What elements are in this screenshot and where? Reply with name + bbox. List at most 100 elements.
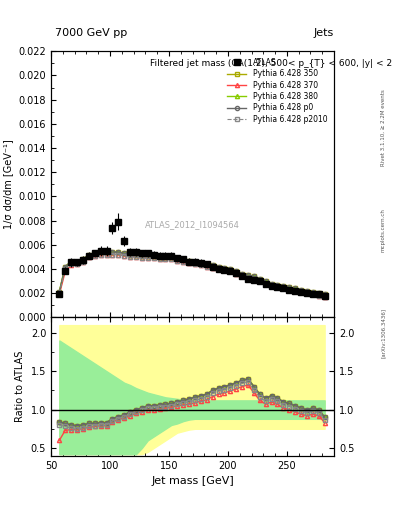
Pythia 6.428 p0 [116,249,121,255]
Pythia 6.428 p0 [128,251,132,258]
Pythia 6.428 380 [140,252,144,259]
Pythia 6.428 350 [116,249,121,255]
Pythia 6.428 p0 [281,283,286,289]
Pythia 6.428 350 [63,264,68,270]
Pythia 6.428 350 [240,271,244,277]
Pythia 6.428 380 [57,289,62,295]
Pythia 6.428 p2010 [210,265,215,271]
Pythia 6.428 370 [316,292,321,298]
Text: ATLAS_2012_I1094564: ATLAS_2012_I1094564 [145,220,240,229]
Pythia 6.428 p2010 [110,251,115,258]
Pythia 6.428 350 [140,252,144,259]
Pythia 6.428 p2010 [69,261,73,267]
Pythia 6.428 p0 [169,254,174,260]
Pythia 6.428 p0 [228,266,233,272]
Pythia 6.428 380 [310,289,315,295]
Pythia 6.428 p2010 [98,251,103,258]
Pythia 6.428 370 [293,288,298,294]
Pythia 6.428 350 [181,257,185,263]
Text: Rivet 3.1.10, ≥ 2.2M events: Rivet 3.1.10, ≥ 2.2M events [381,90,386,166]
Pythia 6.428 p0 [104,249,109,255]
Pythia 6.428 350 [204,261,209,267]
Pythia 6.428 370 [110,251,115,258]
Pythia 6.428 p0 [69,259,73,265]
Pythia 6.428 p0 [63,264,68,270]
Pythia 6.428 370 [92,252,97,259]
Pythia 6.428 p2010 [240,273,244,280]
Pythia 6.428 380 [257,275,262,282]
Pythia 6.428 380 [210,262,215,268]
Pythia 6.428 370 [151,255,156,261]
Pythia 6.428 p0 [140,252,144,259]
Pythia 6.428 p0 [122,250,127,257]
Pythia 6.428 370 [187,260,191,266]
Pythia 6.428 p0 [269,281,274,287]
Pythia 6.428 p2010 [75,261,79,267]
Pythia 6.428 p2010 [228,268,233,274]
Pythia 6.428 370 [169,257,174,263]
Pythia 6.428 p0 [210,262,215,268]
Pythia 6.428 370 [128,254,132,260]
Pythia 6.428 370 [299,289,303,295]
Pythia 6.428 380 [104,249,109,255]
Pythia 6.428 p0 [299,287,303,293]
Y-axis label: Ratio to ATLAS: Ratio to ATLAS [15,351,25,422]
Pythia 6.428 350 [252,273,256,280]
Y-axis label: 1/σ dσ/dm [GeV⁻¹]: 1/σ dσ/dm [GeV⁻¹] [3,139,13,229]
Pythia 6.428 370 [157,257,162,263]
Pythia 6.428 380 [234,268,239,274]
Pythia 6.428 380 [228,266,233,272]
Text: 7000 GeV pp: 7000 GeV pp [55,28,127,38]
Pythia 6.428 380 [122,250,127,257]
Pythia 6.428 370 [86,254,91,260]
Pythia 6.428 350 [310,289,315,295]
Pythia 6.428 p0 [157,254,162,260]
Pythia 6.428 p0 [151,252,156,259]
Pythia 6.428 350 [228,266,233,272]
Pythia 6.428 370 [145,255,150,261]
Pythia 6.428 350 [222,265,227,271]
Pythia 6.428 p2010 [157,257,162,263]
Pythia 6.428 p2010 [269,283,274,289]
Pythia 6.428 350 [81,257,85,263]
Pythia 6.428 p0 [198,260,203,266]
Pythia 6.428 380 [81,257,85,263]
Pythia 6.428 350 [234,268,239,274]
Pythia 6.428 p0 [86,251,91,258]
Pythia 6.428 380 [157,254,162,260]
Pythia 6.428 370 [175,258,180,264]
Pythia 6.428 p2010 [204,264,209,270]
Pythia 6.428 370 [252,275,256,282]
Pythia 6.428 350 [151,252,156,259]
Pythia 6.428 p2010 [175,258,180,264]
Pythia 6.428 p0 [204,261,209,267]
Pythia 6.428 p2010 [134,254,138,260]
Pythia 6.428 380 [193,259,197,265]
Text: Jets: Jets [314,28,334,38]
Pythia 6.428 380 [293,285,298,291]
Pythia 6.428 370 [305,290,309,296]
Pythia 6.428 350 [269,281,274,287]
Pythia 6.428 350 [293,285,298,291]
Pythia 6.428 380 [322,291,327,297]
Pythia 6.428 350 [305,288,309,294]
Pythia 6.428 p2010 [310,291,315,297]
Pythia 6.428 370 [63,268,68,274]
Pythia 6.428 350 [128,251,132,258]
Pythia 6.428 p0 [110,249,115,255]
Pythia 6.428 380 [63,264,68,270]
Pythia 6.428 380 [151,252,156,259]
Pythia 6.428 380 [92,250,97,257]
Pythia 6.428 370 [275,284,280,290]
Pythia 6.428 350 [193,259,197,265]
Pythia 6.428 p0 [134,251,138,258]
Pythia 6.428 370 [104,251,109,258]
Pythia 6.428 p2010 [92,252,97,259]
Pythia 6.428 370 [57,291,62,297]
Pythia 6.428 380 [181,257,185,263]
Pythia 6.428 350 [175,255,180,261]
Pythia 6.428 p2010 [151,255,156,261]
Pythia 6.428 380 [198,260,203,266]
Pythia 6.428 p0 [181,257,185,263]
Pythia 6.428 380 [204,261,209,267]
